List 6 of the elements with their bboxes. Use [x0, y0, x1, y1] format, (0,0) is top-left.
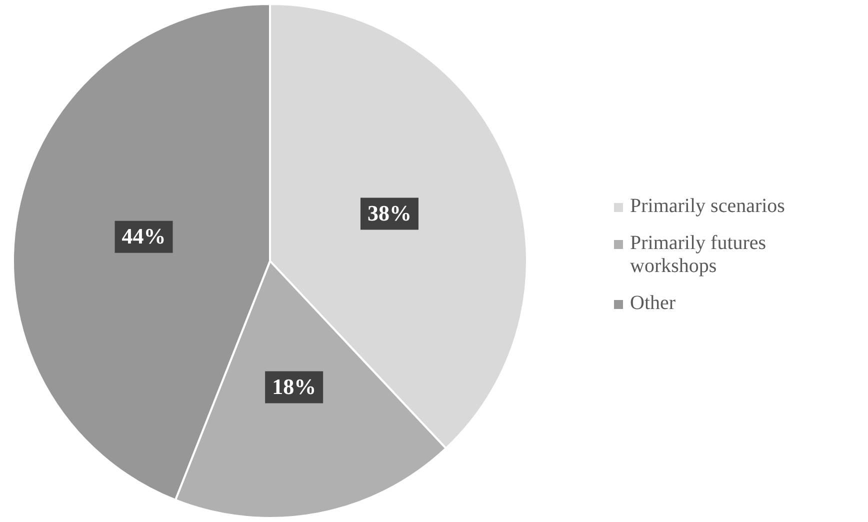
data-label: 38% — [367, 200, 412, 226]
data-label: 18% — [272, 374, 316, 399]
legend-label: Primarily futures workshops — [630, 232, 768, 278]
legend-label: Primarily scenarios — [630, 195, 786, 218]
legend-label: Other — [630, 292, 677, 315]
data-label: 44% — [122, 224, 166, 249]
